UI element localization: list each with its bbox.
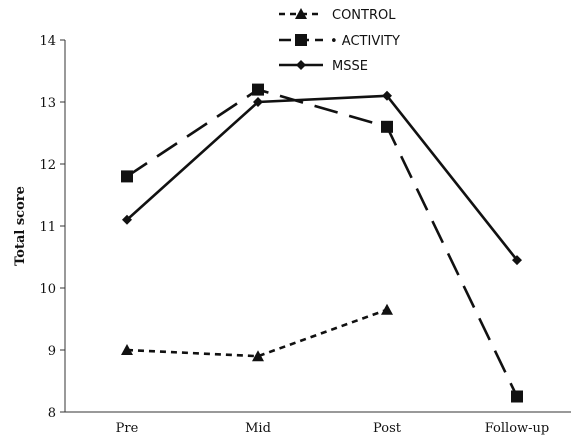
legend-marker [295,8,307,19]
x-tick-label: Pre [116,421,139,436]
y-tick-label: 11 [39,220,56,235]
y-tick-label: 8 [48,406,56,421]
legend-item-msse: MSSE [279,59,368,74]
series-layer [121,83,523,403]
legend-item-activity: • ACTIVITY [279,34,400,49]
y-tick-label: 14 [39,34,56,49]
legend-label: • ACTIVITY [330,34,400,49]
y-tick-label: 13 [39,96,56,111]
data-point [512,255,522,266]
series-line-activity [126,88,519,398]
series-activity [121,83,523,403]
legend-item-control: CONTROL [279,8,396,23]
data-point [253,97,263,107]
data-point [252,83,264,96]
data-point [252,350,264,362]
y-axis-title: Total score [13,186,28,266]
legend-marker [295,34,307,46]
legend-label: MSSE [332,59,368,74]
legend-label: CONTROL [332,8,396,23]
axes [64,40,571,413]
data-point [121,170,133,183]
data-point [382,90,392,101]
series-msse [122,90,522,266]
data-point [511,390,523,403]
y-tick-label: 12 [39,158,56,173]
legend: CONTROL • ACTIVITY MSSE [279,8,400,74]
x-tick-label: Mid [245,421,271,436]
legend-marker [296,60,306,70]
series-line-msse [126,94,519,261]
y-tick-label: 9 [48,344,56,359]
data-point [122,214,132,225]
x-tick-label: Post [373,421,402,436]
y-tick-label: 10 [39,282,56,297]
y-axis-ticks: 8 9 10 11 12 13 14 [39,34,65,421]
series-line-control [126,308,388,358]
x-tick-label: Follow-up [485,421,550,436]
data-point [381,303,393,315]
series-control [121,303,393,362]
x-axis-ticks: Pre Mid Post Follow-up [116,421,550,436]
data-point [121,344,133,355]
data-point [381,120,393,133]
